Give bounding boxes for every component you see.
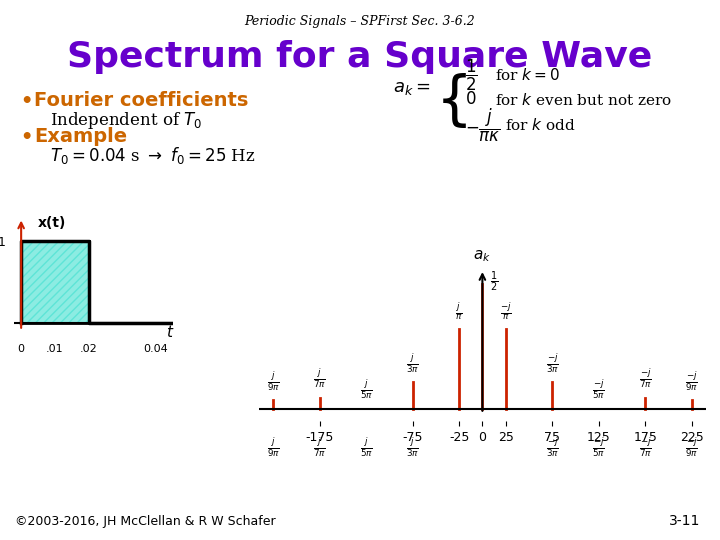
Text: for $k$ odd: for $k$ odd xyxy=(505,117,576,133)
Text: Spectrum for a Square Wave: Spectrum for a Square Wave xyxy=(68,40,652,74)
Text: •: • xyxy=(20,128,32,147)
Text: 3-11: 3-11 xyxy=(669,514,700,528)
Text: Fourier coefficients: Fourier coefficients xyxy=(34,91,248,110)
Text: $\frac{-j}{7\pi}$: $\frac{-j}{7\pi}$ xyxy=(639,367,652,390)
Text: for $k=0$: for $k=0$ xyxy=(495,67,560,83)
Text: $\frac{-j}{7\pi}$: $\frac{-j}{7\pi}$ xyxy=(639,436,652,460)
Text: $\frac{1}{2}$: $\frac{1}{2}$ xyxy=(490,269,498,294)
Text: $0$: $0$ xyxy=(465,91,477,109)
Text: Example: Example xyxy=(34,127,127,146)
Text: $\frac{j}{5\pi}$: $\frac{j}{5\pi}$ xyxy=(360,436,373,460)
Text: $a_k$: $a_k$ xyxy=(474,248,491,264)
Text: $-\dfrac{j}{\pi\kappa}$: $-\dfrac{j}{\pi\kappa}$ xyxy=(465,106,500,144)
Text: $\dfrac{1}{2}$: $\dfrac{1}{2}$ xyxy=(465,57,477,92)
Text: $\frac{-j}{5\pi}$: $\frac{-j}{5\pi}$ xyxy=(592,378,605,401)
Text: $\frac{j}{\pi}$: $\frac{j}{\pi}$ xyxy=(456,300,463,322)
Text: Periodic Signals – SPFirst Sec. 3-6.2: Periodic Signals – SPFirst Sec. 3-6.2 xyxy=(245,15,475,28)
Text: $\frac{j}{7\pi}$: $\frac{j}{7\pi}$ xyxy=(313,436,326,460)
Bar xyxy=(21,241,89,322)
Text: •: • xyxy=(20,92,32,111)
Text: Independent of $T_0$: Independent of $T_0$ xyxy=(50,110,202,131)
Text: $\frac{-j}{9\pi}$: $\frac{-j}{9\pi}$ xyxy=(685,369,698,393)
Text: $\frac{j}{9\pi}$: $\frac{j}{9\pi}$ xyxy=(266,436,279,460)
Text: $\frac{-j}{3\pi}$: $\frac{-j}{3\pi}$ xyxy=(546,436,559,460)
Text: $\frac{j}{9\pi}$: $\frac{j}{9\pi}$ xyxy=(266,369,279,393)
Text: $\frac{j}{7\pi}$: $\frac{j}{7\pi}$ xyxy=(313,367,326,390)
Text: for $k$ even but not zero: for $k$ even but not zero xyxy=(495,92,672,108)
Text: t: t xyxy=(166,325,172,340)
Text: $a_k =$: $a_k =$ xyxy=(392,79,430,97)
Text: $\frac{j}{3\pi}$: $\frac{j}{3\pi}$ xyxy=(406,436,419,460)
Text: $\frac{-j}{5\pi}$: $\frac{-j}{5\pi}$ xyxy=(592,436,605,460)
Text: $T_0 = 0.04$ s $\rightarrow$ $f_0 = 25$ Hz: $T_0 = 0.04$ s $\rightarrow$ $f_0 = 25$ … xyxy=(50,145,256,166)
Text: $\frac{-j}{3\pi}$: $\frac{-j}{3\pi}$ xyxy=(546,352,559,375)
Bar xyxy=(21,241,89,322)
Text: $\frac{-j}{9\pi}$: $\frac{-j}{9\pi}$ xyxy=(685,436,698,460)
Text: $\frac{j}{5\pi}$: $\frac{j}{5\pi}$ xyxy=(360,378,373,401)
Text: ©2003-2016, JH McClellan & R W Schafer: ©2003-2016, JH McClellan & R W Schafer xyxy=(15,515,276,528)
Text: $\{$: $\{$ xyxy=(435,71,467,130)
Text: $\frac{j}{3\pi}$: $\frac{j}{3\pi}$ xyxy=(406,352,419,375)
Text: $\frac{-j}{\pi}$: $\frac{-j}{\pi}$ xyxy=(500,300,511,322)
Text: x(t): x(t) xyxy=(38,215,66,230)
